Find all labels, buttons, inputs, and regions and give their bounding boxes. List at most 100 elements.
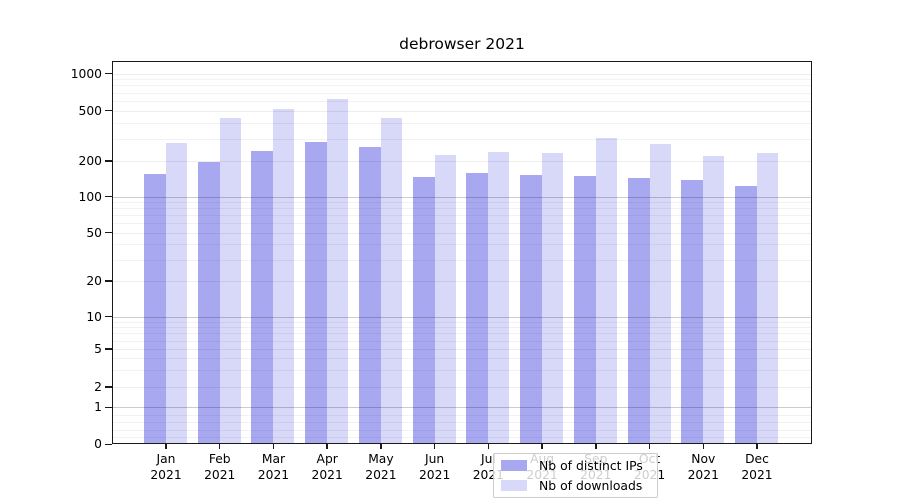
x-tick-year: 2021 [741, 467, 773, 482]
bar-downloads-nov-2021 [703, 155, 725, 444]
gridline-1 [113, 407, 811, 409]
gridline-minor [113, 208, 811, 210]
gridline-minor [113, 429, 811, 431]
y-tick-label: 20 [86, 274, 102, 288]
y-tick-mark [105, 386, 112, 388]
x-tick-mark [326, 444, 328, 449]
gridline-10 [113, 316, 811, 318]
bar-downloads-aug-2021 [542, 152, 564, 444]
x-tick-mark [702, 444, 704, 449]
gridline-1000 [113, 73, 811, 75]
y-tick-label: 1 [94, 400, 102, 415]
y-tick-mark [105, 232, 112, 234]
x-tick-year: 2021 [257, 467, 290, 482]
x-tick-label-jan-2021: Jan 2021 [134, 452, 198, 483]
bar-distinct-ips-mar-2021 [251, 150, 274, 444]
bar-distinct-ips-aug-2021 [520, 174, 543, 444]
x-tick-month: Jun [425, 452, 445, 466]
y-tick-label: 1000 [70, 66, 102, 81]
y-tick-mark [105, 160, 112, 162]
gridline-minor [113, 202, 811, 204]
x-tick-label-nov-2021: Nov 2021 [671, 452, 735, 483]
chart-title: debrowser 2021 [399, 35, 525, 53]
gridline-20 [113, 281, 811, 282]
gridline-minor [113, 100, 811, 102]
gridline-100 [113, 196, 811, 198]
gridline-200 [113, 161, 811, 162]
x-tick-month: Jul [480, 452, 496, 466]
bar-distinct-ips-may-2021 [358, 146, 381, 444]
x-tick-label-mar-2021: Mar 2021 [241, 452, 305, 483]
x-tick-mark [219, 444, 221, 449]
gridline-minor [113, 244, 811, 246]
legend: Nb of distinct IPs Nb of downloads [493, 453, 658, 498]
gridline-50 [113, 232, 811, 234]
legend-swatch-distinct-ips-icon [501, 459, 527, 471]
x-tick-month: Feb [208, 452, 231, 466]
x-tick-month: May [368, 452, 394, 466]
gridline-minor [113, 79, 811, 81]
y-tick-label: 10 [86, 309, 102, 324]
bar-downloads-jan-2021 [166, 143, 187, 444]
y-tick-label: 100 [78, 189, 102, 204]
gridline-minor [113, 85, 811, 87]
bar-downloads-may-2021 [380, 117, 402, 444]
legend-swatch-downloads-icon [501, 480, 527, 492]
x-tick-month: Mar [261, 452, 286, 466]
y-tick-mark [105, 196, 112, 198]
gridline-minor [113, 122, 811, 124]
x-tick-mark [595, 444, 597, 449]
gridline-5 [113, 349, 811, 350]
gridline-minor [113, 436, 811, 438]
bar-distinct-ips-sep-2021 [573, 176, 596, 444]
gridline-minor [113, 340, 811, 342]
x-tick-mark [165, 444, 167, 449]
x-tick-mark [433, 444, 436, 449]
gridline-2 [113, 387, 811, 388]
bar-distinct-ips-jan-2021 [144, 174, 166, 444]
gridline-minor [113, 414, 811, 416]
gridline-minor [113, 259, 811, 261]
bar-downloads-mar-2021 [273, 108, 295, 444]
legend-item-downloads: Nb of downloads [494, 476, 657, 497]
x-tick-label-feb-2021: Feb 2021 [188, 452, 252, 483]
bar-distinct-ips-apr-2021 [305, 142, 328, 444]
gridline-minor [113, 370, 811, 372]
bar-downloads-apr-2021 [327, 99, 349, 444]
x-tick-mark [648, 444, 651, 449]
y-tick-mark [105, 280, 112, 282]
x-tick-label-jun-2021: Jun 2021 [403, 452, 467, 483]
bar-distinct-ips-jul-2021 [466, 173, 489, 444]
bar-distinct-ips-jun-2021 [412, 177, 435, 444]
x-tick-mark [487, 444, 490, 449]
legend-item-distinct-ips: Nb of distinct IPs [494, 455, 657, 476]
gridline-minor [113, 358, 811, 360]
x-tick-mark [272, 444, 275, 449]
x-tick-month: Jan [156, 452, 176, 466]
bar-downloads-oct-2021 [649, 144, 671, 444]
x-tick-label-dec-2021: Dec 2021 [725, 452, 789, 483]
gridline-minor [113, 333, 811, 335]
x-tick-year: 2021 [311, 467, 343, 482]
legend-label-distinct-ips: Nb of distinct IPs [539, 457, 643, 473]
plot-area: Nb of distinct IPs Nb of downloads [112, 61, 812, 498]
x-tick-year: 2021 [418, 467, 451, 482]
y-tick-label: 50 [86, 225, 102, 240]
x-tick-year: 2021 [365, 467, 397, 482]
gridline-minor [113, 327, 811, 329]
gridline-minor [113, 321, 811, 323]
x-tick-mark [756, 444, 758, 449]
bar-downloads-sep-2021 [595, 137, 617, 444]
gridline-minor [113, 92, 811, 94]
x-tick-mark [541, 444, 543, 449]
x-tick-mark [380, 444, 382, 449]
gridline-minor [113, 215, 811, 217]
gridline-minor [113, 422, 811, 424]
bar-downloads-jun-2021 [434, 154, 456, 444]
x-tick-month: Apr [316, 452, 338, 466]
x-tick-label-apr-2021: Apr 2021 [295, 452, 359, 483]
x-tick-month: Nov [691, 452, 716, 466]
bar-downloads-dec-2021 [756, 153, 778, 444]
y-tick-mark [105, 109, 112, 112]
